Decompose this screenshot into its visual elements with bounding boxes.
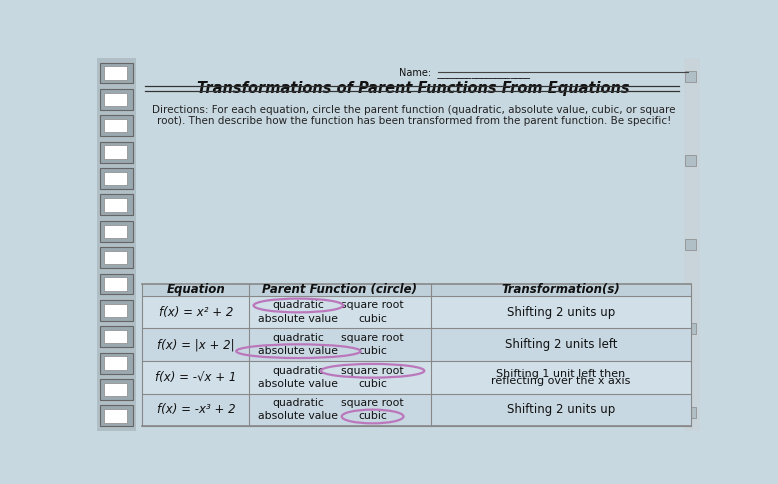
- Text: Shifting 2 units up: Shifting 2 units up: [506, 404, 615, 416]
- Bar: [142, 284, 691, 296]
- Text: reflecting over the x axis: reflecting over the x axis: [491, 376, 630, 386]
- Bar: [685, 323, 696, 334]
- Bar: [142, 284, 691, 426]
- Text: quadratic: quadratic: [272, 301, 324, 310]
- Bar: [104, 409, 128, 423]
- Text: cubic: cubic: [358, 346, 387, 356]
- Bar: [100, 115, 134, 136]
- Bar: [100, 300, 134, 321]
- Bar: [104, 172, 128, 185]
- Text: quadratic: quadratic: [272, 398, 324, 408]
- Bar: [100, 326, 134, 347]
- Text: absolute value: absolute value: [258, 379, 338, 389]
- Text: Shifting 2 units left: Shifting 2 units left: [505, 338, 617, 351]
- Text: Shifting 1 unit left then: Shifting 1 unit left then: [496, 369, 626, 379]
- Text: Transformation(s): Transformation(s): [502, 283, 620, 296]
- Bar: [104, 66, 128, 80]
- Text: quadratic: quadratic: [272, 333, 324, 343]
- Bar: [104, 119, 128, 133]
- Text: Directions: For each equation, circle the parent function (quadratic, absolute v: Directions: For each equation, circle th…: [152, 105, 675, 115]
- Bar: [100, 89, 134, 110]
- Text: f(x) = x² + 2: f(x) = x² + 2: [159, 305, 233, 318]
- Bar: [100, 168, 134, 189]
- Bar: [685, 71, 696, 82]
- Bar: [104, 303, 128, 317]
- Bar: [685, 155, 696, 166]
- Bar: [104, 225, 128, 238]
- Text: cubic: cubic: [358, 379, 387, 389]
- Bar: [104, 277, 128, 291]
- Bar: [142, 393, 691, 426]
- Bar: [100, 62, 134, 83]
- Bar: [142, 328, 691, 361]
- Text: square root: square root: [342, 398, 404, 408]
- Bar: [100, 142, 134, 163]
- Text: absolute value: absolute value: [258, 314, 338, 323]
- Bar: [100, 406, 134, 426]
- Text: Shifting 2 units up: Shifting 2 units up: [506, 305, 615, 318]
- Text: square root: square root: [342, 333, 404, 343]
- Bar: [104, 356, 128, 370]
- Text: Parent Function (circle): Parent Function (circle): [262, 283, 418, 296]
- Bar: [97, 58, 136, 431]
- Text: root). Then describe how the function has been transformed from the parent funct: root). Then describe how the function ha…: [156, 116, 671, 126]
- Bar: [104, 251, 128, 264]
- Bar: [685, 239, 696, 250]
- Bar: [142, 361, 691, 393]
- Bar: [104, 383, 128, 396]
- Bar: [100, 273, 134, 294]
- Bar: [100, 353, 134, 374]
- Text: absolute value: absolute value: [258, 411, 338, 422]
- Bar: [104, 92, 128, 106]
- Text: Transformations of Parent Functions From Equations: Transformations of Parent Functions From…: [198, 81, 630, 96]
- Text: f(x) = -√x + 1: f(x) = -√x + 1: [156, 371, 237, 384]
- Text: Equation: Equation: [166, 283, 226, 296]
- Bar: [684, 58, 700, 431]
- Bar: [104, 145, 128, 159]
- Bar: [100, 247, 134, 268]
- Bar: [685, 407, 696, 418]
- Text: square root: square root: [342, 366, 404, 376]
- Text: cubic: cubic: [358, 411, 387, 422]
- Text: f(x) = |x + 2|: f(x) = |x + 2|: [157, 338, 235, 351]
- Bar: [100, 221, 134, 242]
- Text: square root: square root: [342, 301, 404, 310]
- Bar: [104, 198, 128, 212]
- Bar: [100, 379, 134, 400]
- Bar: [100, 195, 134, 215]
- Text: f(x) = -x³ + 2: f(x) = -x³ + 2: [156, 404, 235, 416]
- Bar: [142, 296, 691, 328]
- Text: absolute value: absolute value: [258, 346, 338, 356]
- Text: Name:  ___________________: Name: ___________________: [398, 67, 530, 78]
- Bar: [104, 330, 128, 344]
- Text: quadratic: quadratic: [272, 366, 324, 376]
- Text: cubic: cubic: [358, 314, 387, 323]
